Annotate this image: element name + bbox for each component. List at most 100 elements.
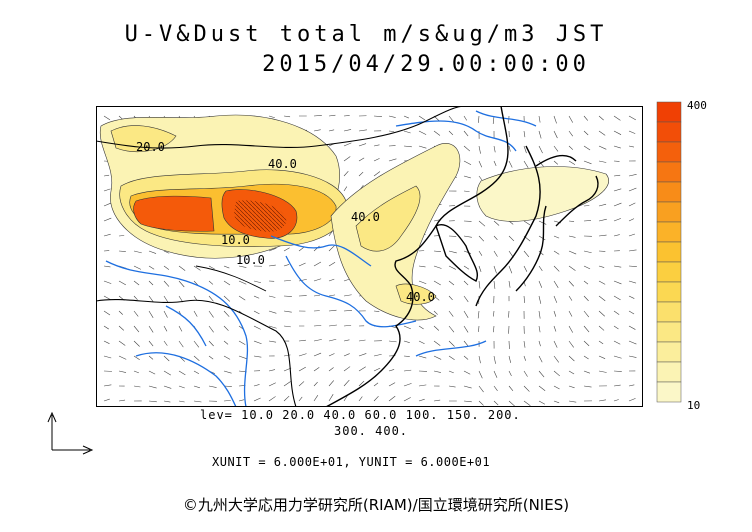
wind-vector [523, 220, 531, 226]
wind-vector [118, 370, 127, 373]
wind-vector [343, 171, 349, 177]
wind-vector [583, 295, 589, 302]
wind-vector [298, 339, 306, 342]
wind-vector [613, 384, 621, 387]
wind-vector [133, 385, 141, 388]
wind-vector [583, 355, 589, 360]
wind-vector [583, 340, 590, 347]
wind-vector [403, 130, 411, 134]
wind-vector [283, 247, 290, 252]
wind-vector [103, 188, 111, 192]
wind-vector [118, 355, 127, 360]
wind-vector [628, 265, 637, 267]
wind-vector [208, 385, 217, 388]
wind-vector [328, 294, 336, 297]
wind-vector [598, 145, 607, 150]
wind-vector [163, 280, 170, 287]
wind-vector [283, 354, 291, 357]
wind-vector [313, 381, 318, 387]
wind-vector [388, 369, 395, 372]
wind-vector [613, 145, 621, 149]
wind-vector [613, 234, 620, 237]
wind-vector [628, 145, 635, 148]
wind-vector [598, 218, 607, 222]
wind-vector [493, 160, 497, 166]
contour-levels-line2: 300. 400. [334, 424, 409, 438]
contour-label: 10.0 [221, 233, 250, 247]
wind-vector [238, 340, 246, 345]
wind-vector [118, 250, 126, 252]
wind-vector [628, 295, 635, 299]
wind-vector [538, 355, 543, 363]
wind-vector [193, 400, 202, 403]
wind-vector [238, 280, 247, 285]
wind-vector [133, 280, 140, 286]
wind-vector [568, 385, 575, 389]
wind-vector [598, 355, 606, 359]
wind-vector [538, 220, 547, 225]
wind-vector [133, 340, 140, 347]
wind-vector [598, 325, 605, 331]
wind-vector [223, 325, 229, 331]
wind-vector [493, 355, 496, 364]
legend-swatch [656, 101, 682, 123]
wind-vector [568, 130, 573, 137]
wind-vector [118, 280, 126, 286]
wind-vector [238, 355, 247, 359]
wind-vector [568, 280, 574, 287]
legend-swatch [656, 381, 682, 403]
wind-vector [403, 369, 412, 372]
wind-vector [553, 295, 558, 303]
wind-vector [148, 295, 154, 302]
wind-vector [133, 355, 140, 361]
wind-vector [313, 339, 322, 342]
wind-vector [628, 130, 636, 134]
wind-vector [568, 295, 573, 301]
wind-vector [163, 295, 169, 303]
wind-vector [118, 399, 126, 402]
wind-vector [493, 265, 497, 274]
wind-vector [328, 278, 335, 282]
wind-vector [418, 340, 425, 345]
wind-vector [373, 115, 382, 117]
wind-vector [268, 369, 276, 372]
wind-vector [313, 278, 322, 282]
wind-vector [538, 400, 546, 405]
wind-vector [568, 400, 577, 403]
wind-vector [253, 295, 260, 299]
wind-vector [223, 385, 232, 387]
wind-vector [343, 353, 350, 357]
wind-vector [163, 340, 168, 346]
wind-vector [298, 396, 303, 402]
wind-vector [358, 353, 367, 357]
wind-vector [463, 250, 472, 254]
wind-vector [343, 339, 350, 342]
wind-vector [493, 220, 500, 226]
wind-vector [598, 370, 607, 373]
wind-vector [283, 264, 290, 267]
wind-vector [583, 325, 590, 333]
wind-vector [253, 355, 262, 358]
wind-vector [208, 310, 214, 318]
wind-vector [463, 160, 472, 165]
wind-vector [403, 355, 410, 357]
wind-vector [118, 325, 124, 331]
wind-vector [268, 264, 276, 267]
wind-vector [103, 174, 110, 177]
wind-vector [373, 367, 381, 372]
wind-vector [448, 355, 455, 361]
wind-vector [568, 220, 575, 222]
wind-vector [568, 250, 577, 255]
wind-vector [133, 295, 138, 301]
wind-vector [283, 310, 292, 313]
wind-vector [373, 353, 382, 357]
dust-plume-east [330, 143, 609, 321]
wind-vector [148, 340, 154, 347]
legend-swatch [656, 201, 682, 223]
wind-vector [628, 340, 637, 345]
wind-vector [583, 115, 589, 121]
wind-vector [463, 145, 471, 152]
wind-vector [103, 310, 111, 316]
wind-vector [388, 395, 396, 402]
wind-vector [103, 295, 112, 301]
